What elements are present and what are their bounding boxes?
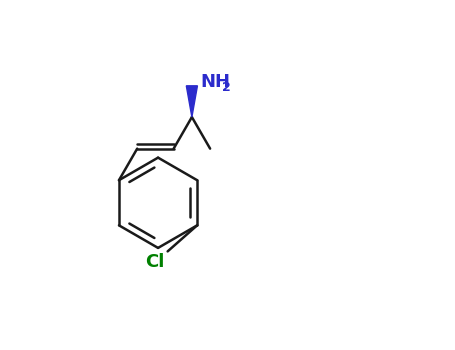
Text: Cl: Cl: [146, 253, 165, 271]
Polygon shape: [187, 86, 197, 117]
Text: NH: NH: [201, 74, 231, 91]
Text: 2: 2: [222, 82, 231, 95]
